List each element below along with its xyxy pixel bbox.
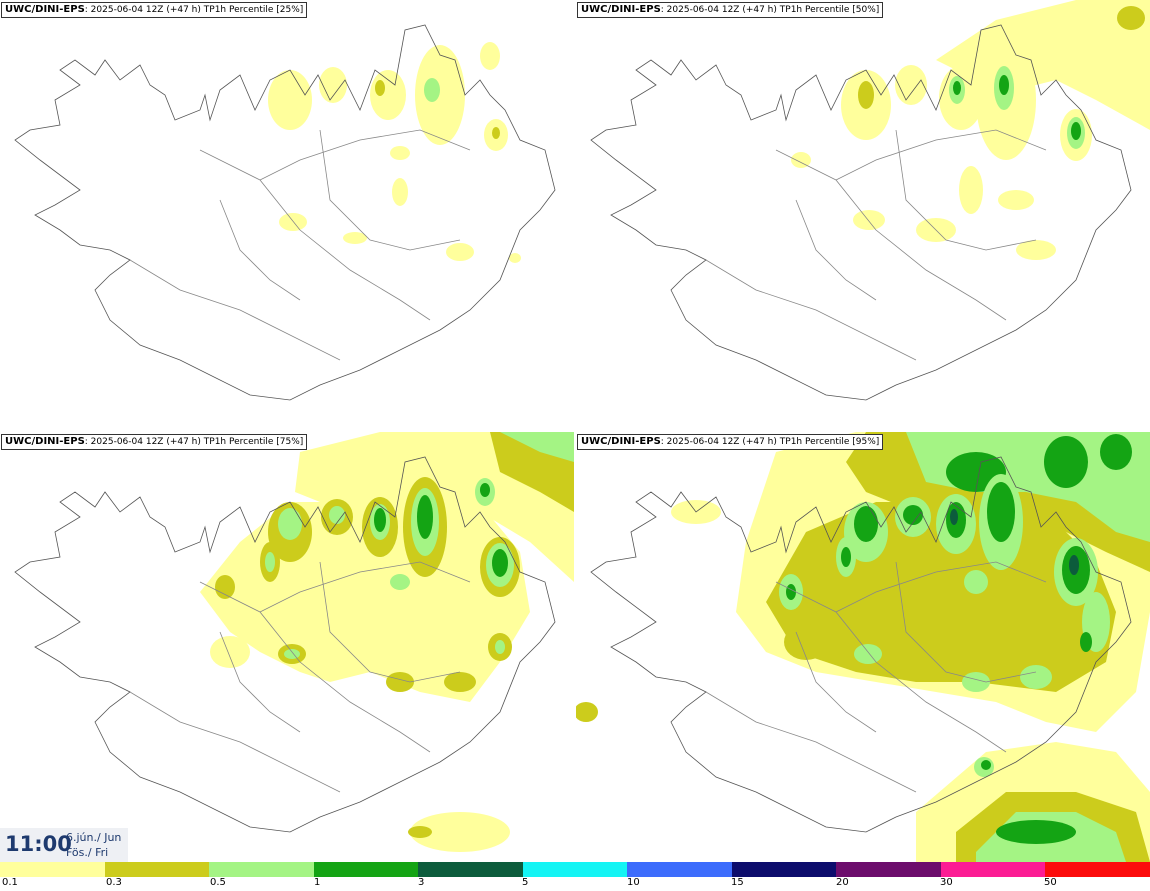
legend-label: 3 bbox=[418, 877, 425, 888]
color-legend: 0.1 0.3 0.5 1 3 5 10 15 20 30 50 bbox=[0, 862, 1150, 891]
legend-label: 0.5 bbox=[210, 877, 226, 888]
iceland-outline bbox=[14, 456, 556, 833]
legend-label: 10 bbox=[627, 877, 640, 888]
panel-title: UWC/DINI-EPS: 2025-06-04 12Z (+47 h) TP1… bbox=[577, 434, 884, 450]
valid-weekday: Fös./ Fri bbox=[66, 846, 109, 859]
panel-title: UWC/DINI-EPS: 2025-06-04 12Z (+47 h) TP1… bbox=[577, 2, 884, 18]
legend-bar bbox=[0, 862, 1150, 877]
map-panel-p50: UWC/DINI-EPS: 2025-06-04 12Z (+47 h) TP1… bbox=[576, 0, 1150, 430]
map-p50 bbox=[590, 0, 1150, 401]
map-p75 bbox=[14, 432, 574, 852]
panel-title: UWC/DINI-EPS: 2025-06-04 12Z (+47 h) TP1… bbox=[1, 434, 308, 450]
legend-label: 0.3 bbox=[106, 877, 122, 888]
legend-label: 30 bbox=[940, 877, 953, 888]
legend-label: 50 bbox=[1044, 877, 1057, 888]
legend-segment bbox=[209, 862, 314, 877]
legend-segment bbox=[836, 862, 941, 877]
panel-title: UWC/DINI-EPS: 2025-06-04 12Z (+47 h) TP1… bbox=[1, 2, 308, 18]
legend-label: 5 bbox=[522, 877, 529, 888]
iceland-outline bbox=[590, 24, 1132, 401]
legend-segment bbox=[418, 862, 523, 877]
legend-segment bbox=[522, 862, 628, 877]
legend-label: 0.1 bbox=[2, 877, 18, 888]
precip-overlay bbox=[268, 42, 521, 263]
legend-label: 1 bbox=[314, 877, 321, 888]
iceland-outline bbox=[14, 24, 556, 401]
valid-time: 11:00 bbox=[5, 832, 72, 856]
precip-overlay bbox=[791, 0, 1150, 260]
legend-segment bbox=[627, 862, 732, 877]
legend-label: 20 bbox=[836, 877, 849, 888]
legend-segment bbox=[0, 862, 105, 877]
precip-overlay bbox=[200, 432, 574, 852]
legend-segment bbox=[731, 862, 837, 877]
legend-segment bbox=[313, 862, 419, 877]
map-panel-p75: UWC/DINI-EPS: 2025-06-04 12Z (+47 h) TP1… bbox=[0, 432, 574, 862]
precip-overlay bbox=[576, 432, 1150, 862]
valid-date: 6.jún./ Jun bbox=[66, 831, 122, 844]
legend-label: 15 bbox=[731, 877, 744, 888]
valid-time-box: 11:00 6.jún./ Jun Fös./ Fri bbox=[0, 828, 128, 862]
map-p95 bbox=[576, 432, 1150, 862]
map-panel-p25: UWC/DINI-EPS: 2025-06-04 12Z (+47 h) TP1… bbox=[0, 0, 574, 430]
panel-divider-horizontal bbox=[0, 430, 1150, 432]
legend-segment bbox=[104, 862, 210, 877]
map-p25 bbox=[14, 24, 556, 401]
iceland-outline bbox=[590, 456, 1132, 833]
legend-segment bbox=[940, 862, 1046, 877]
legend-segment bbox=[1045, 862, 1150, 877]
map-panel-p95: UWC/DINI-EPS: 2025-06-04 12Z (+47 h) TP1… bbox=[576, 432, 1150, 862]
